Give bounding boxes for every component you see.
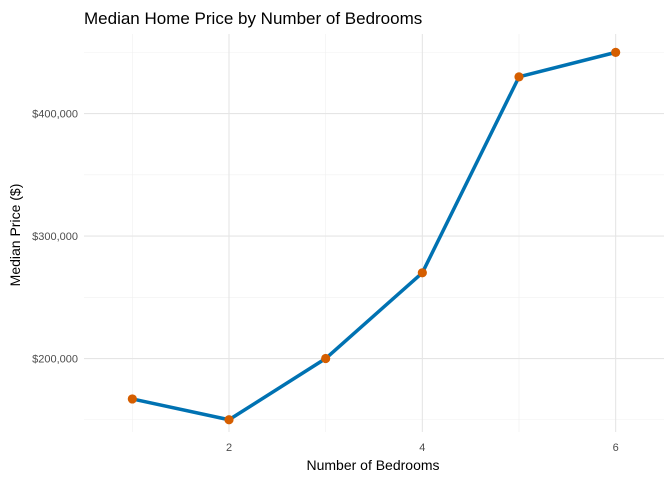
- x-tick-label: 4: [419, 442, 425, 454]
- data-point: [321, 353, 331, 364]
- data-points: [127, 47, 621, 425]
- data-point: [514, 72, 524, 82]
- chart-title: Median Home Price by Number of Bedrooms: [84, 9, 422, 28]
- series-line: [130, 50, 618, 422]
- x-axis-title: Number of Bedrooms: [306, 457, 439, 473]
- data-point: [127, 394, 137, 404]
- x-axis-ticks: 2 4 6: [226, 442, 619, 454]
- y-axis-title: Median Price ($): [7, 184, 23, 287]
- y-axis-ticks: $200,000 $300,000 $400,000: [32, 109, 78, 366]
- data-point: [611, 47, 621, 57]
- y-tick-label: $200,000: [32, 354, 78, 366]
- y-tick-label: $400,000: [32, 109, 78, 121]
- data-point: [224, 415, 234, 425]
- y-tick-label: $300,000: [32, 231, 78, 243]
- x-tick-label: 2: [226, 442, 232, 454]
- data-point: [417, 268, 427, 278]
- grid: [84, 34, 664, 432]
- x-tick-label: 6: [613, 442, 619, 454]
